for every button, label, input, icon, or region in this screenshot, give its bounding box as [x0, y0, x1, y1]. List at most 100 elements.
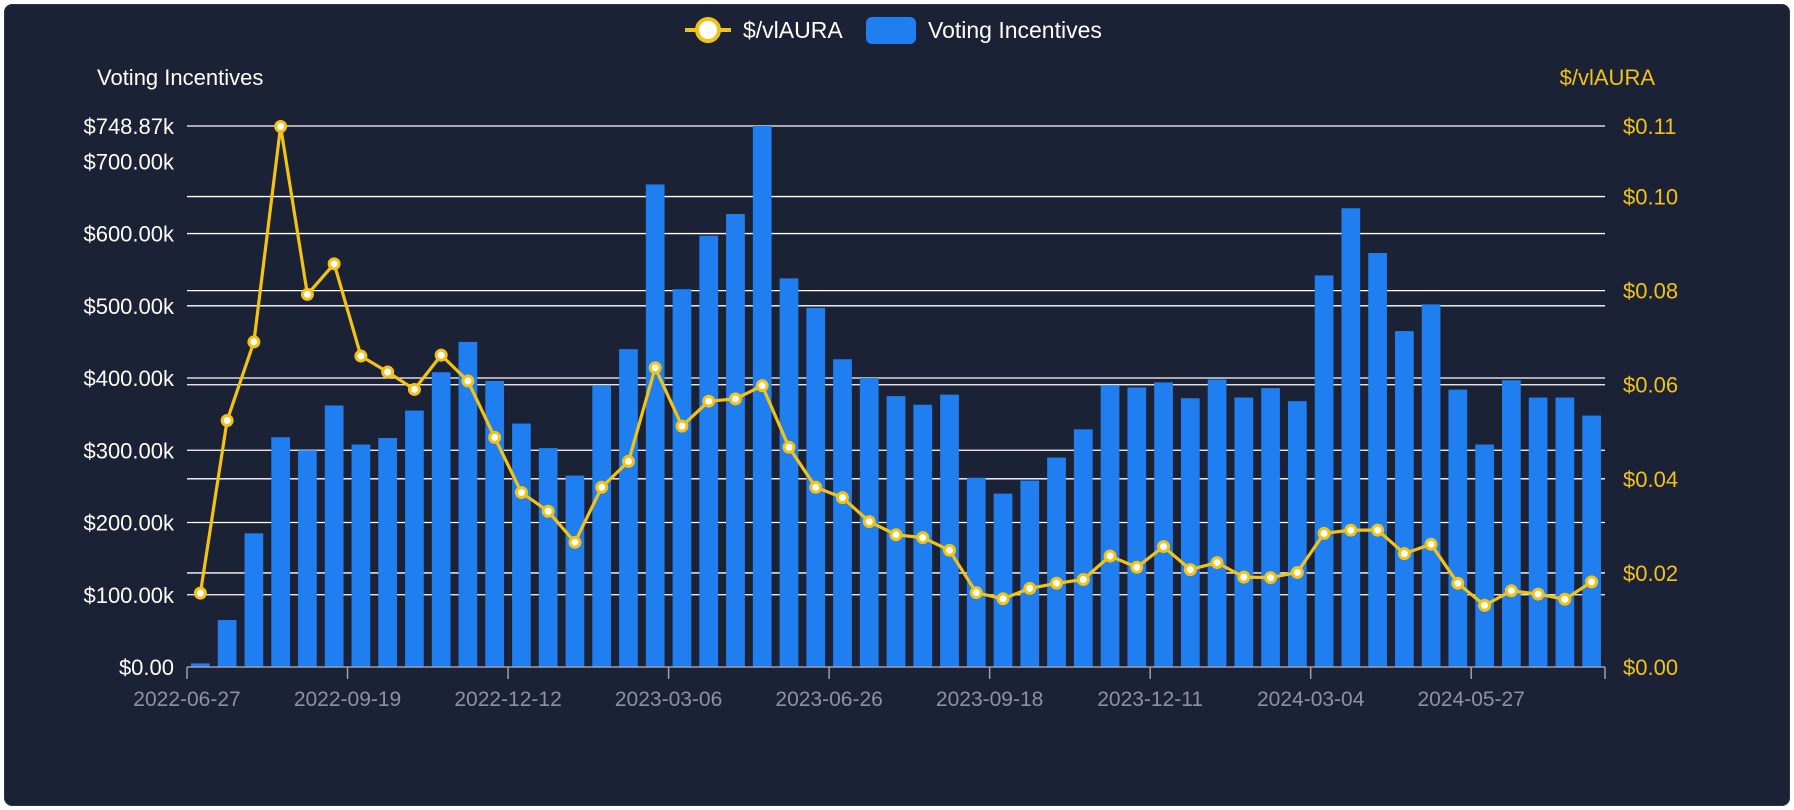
- line-point: [809, 480, 823, 494]
- line-point: [220, 413, 234, 427]
- bar: [458, 341, 478, 667]
- right-tick-label: $0.02: [1623, 561, 1678, 586]
- left-tick-label: $700.00k: [83, 149, 175, 174]
- bar: [271, 437, 291, 667]
- bar: [405, 410, 424, 667]
- left-axis-title: Voting Incentives: [97, 65, 263, 90]
- bar: [1421, 304, 1441, 667]
- line-point: [782, 440, 796, 454]
- line-point: [354, 349, 368, 363]
- left-tick-label: $0.00: [119, 655, 174, 680]
- line-point: [514, 485, 528, 499]
- line-point: [1264, 571, 1278, 585]
- bar: [431, 372, 451, 667]
- line-point: [193, 586, 207, 600]
- bar: [966, 477, 986, 667]
- x-tick-label: 2022-09-19: [294, 688, 401, 711]
- line-point: [568, 535, 582, 549]
- bar: [940, 394, 959, 667]
- axes: $0.00 $100.00k $200.00k $300.00k $400.00k $50…: [83, 114, 1678, 711]
- right-axis-title: $/vlAURA: [1560, 65, 1656, 90]
- x-tick-label: 2023-03-06: [615, 688, 722, 711]
- line-point: [300, 287, 314, 301]
- bar: [191, 663, 210, 667]
- legend: $/vlAURA Voting Incentives: [685, 17, 1102, 44]
- right-tick-label: $0.10: [1623, 185, 1678, 210]
- line-point: [862, 515, 876, 529]
- line-point: [702, 394, 716, 408]
- line-point: [728, 392, 742, 406]
- bar: [1501, 380, 1521, 667]
- bar: [1073, 429, 1093, 667]
- bar: [1100, 385, 1120, 667]
- bar: [672, 289, 692, 667]
- bar: [378, 437, 398, 667]
- bar: [993, 493, 1013, 667]
- line-point: [943, 543, 957, 557]
- line-point: [969, 586, 983, 600]
- x-tick-label: 2022-12-12: [454, 688, 561, 711]
- left-tick-label: $500.00k: [83, 294, 175, 319]
- chart-panel: $/vlAURA Voting Incentives Voting Incent…: [4, 4, 1790, 806]
- right-tick-label: $0.11: [1623, 114, 1676, 139]
- line-point: [675, 419, 689, 433]
- line-point: [1504, 584, 1518, 598]
- left-tick-label: $400.00k: [83, 366, 175, 391]
- bar: [833, 359, 852, 667]
- right-tick-label: $0.06: [1623, 373, 1678, 398]
- line-point: [461, 374, 475, 388]
- line-point: [1531, 587, 1545, 601]
- bar: [1020, 480, 1040, 667]
- bar: [1341, 208, 1361, 668]
- line-point: [1023, 581, 1037, 595]
- bar: [512, 423, 531, 667]
- line-point: [1210, 556, 1224, 570]
- left-tick-label: $600.00k: [83, 222, 175, 247]
- legend-item-price[interactable]: $/vlAURA: [685, 17, 843, 43]
- line-series: [193, 119, 1599, 612]
- legend-bar-swatch: [866, 17, 916, 44]
- x-tick-label: 2022-06-27: [133, 688, 240, 711]
- bar: [752, 126, 772, 667]
- line-point: [621, 454, 635, 468]
- line-point: [1183, 563, 1197, 577]
- bar: [324, 405, 344, 667]
- line-point: [434, 348, 448, 362]
- line-point: [1371, 523, 1385, 537]
- line-point: [327, 257, 341, 271]
- line-point: [381, 365, 395, 379]
- line-point: [1344, 523, 1358, 537]
- bar: [351, 444, 371, 667]
- line-point: [595, 480, 609, 494]
- bar: [538, 448, 558, 667]
- line-point: [407, 382, 421, 396]
- line-point: [274, 119, 288, 133]
- bar: [1287, 401, 1307, 667]
- bar-series: [191, 126, 1601, 668]
- bar: [1234, 397, 1254, 667]
- bar: [565, 475, 585, 667]
- bar: [592, 385, 612, 667]
- bar: [726, 214, 745, 667]
- bar: [244, 533, 264, 667]
- bar: [1261, 388, 1280, 667]
- line-point: [1424, 537, 1438, 551]
- legend-item-incentives[interactable]: Voting Incentives: [866, 17, 1102, 44]
- combo-chart: $/vlAURA Voting Incentives Voting Incent…: [83, 17, 1678, 711]
- line-point: [835, 491, 849, 505]
- left-tick-label: $300.00k: [83, 438, 175, 463]
- legend-label-incentives: Voting Incentives: [928, 17, 1102, 43]
- bar: [645, 184, 665, 668]
- line-point: [1076, 572, 1090, 586]
- right-tick-label: $0.04: [1623, 467, 1678, 492]
- bar: [1127, 387, 1147, 667]
- line-point: [916, 531, 930, 545]
- x-tick-label: 2023-06-26: [775, 688, 882, 711]
- line-point: [1050, 576, 1064, 590]
- bar: [298, 450, 317, 667]
- line-point: [1103, 549, 1117, 563]
- line-point: [648, 361, 662, 375]
- left-tick-label: $200.00k: [83, 511, 175, 536]
- line-point: [1478, 598, 1492, 612]
- x-tick-label: 2024-03-04: [1257, 688, 1365, 711]
